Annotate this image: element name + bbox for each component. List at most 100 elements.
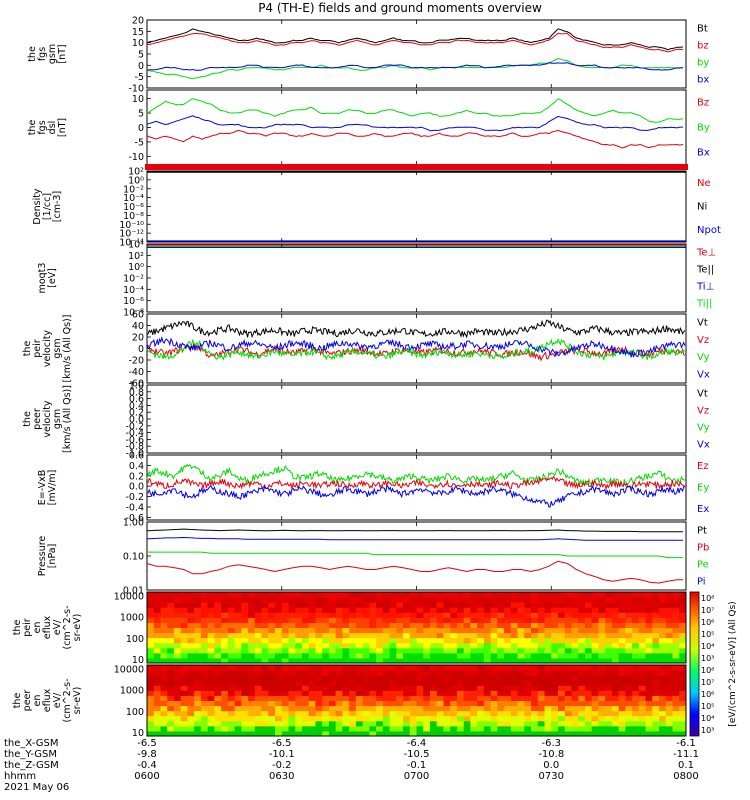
heatmap-cell [571, 627, 579, 634]
heatmap-cell [295, 647, 303, 654]
heatmap-cell [275, 607, 283, 613]
heatmap-cell [362, 592, 370, 598]
heatmap-cell [167, 642, 175, 649]
y-tick-label: 0.2 [129, 471, 144, 482]
heatmap-cell [268, 622, 276, 628]
heatmap-cell [153, 607, 161, 613]
heatmap-cell [342, 637, 350, 644]
y-axis-label: eflux [42, 615, 53, 639]
heatmap-cell [517, 652, 525, 659]
heatmap-cell [382, 607, 391, 613]
heatmap-cell [524, 715, 532, 722]
heatmap-cell [632, 685, 640, 691]
heatmap-cell [490, 632, 498, 639]
heatmap-cell [288, 710, 296, 717]
heatmap-cell [376, 657, 384, 664]
heatmap-cell [551, 720, 559, 727]
heatmap-cell [376, 592, 384, 598]
heatmap-cell [423, 675, 431, 681]
heatmap-cell [477, 685, 485, 691]
heatmap-cell [591, 705, 599, 712]
heatmap-cell [638, 632, 647, 639]
heatmap-cell [578, 647, 586, 654]
heatmap-cell [436, 592, 444, 598]
heatmap-cell [362, 725, 370, 732]
heatmap-cell [679, 632, 687, 639]
heatmap-cell [672, 730, 680, 737]
heatmap-cell [147, 602, 155, 608]
heatmap-cell [672, 690, 680, 696]
heatmap-cell [632, 617, 640, 623]
heatmap-cell [167, 675, 175, 681]
heatmap-cell [389, 607, 397, 613]
heatmap-cell [275, 700, 283, 707]
heatmap-cell [200, 632, 209, 639]
y-tick-label: 0.0 [129, 482, 144, 493]
heatmap-cell [510, 632, 519, 639]
heatmap-cell [281, 612, 289, 618]
heatmap-cell [524, 685, 532, 691]
heatmap-cell [173, 657, 182, 664]
heatmap-cell [301, 680, 310, 686]
heatmap-cell [483, 602, 492, 608]
heatmap-cell [194, 592, 202, 598]
heatmap-cell [578, 597, 586, 603]
heatmap-cell [659, 710, 667, 717]
heatmap-cell [403, 632, 411, 639]
heatmap-cell [665, 675, 674, 681]
heatmap-cell [652, 725, 660, 732]
heatmap-cell [557, 592, 566, 598]
heatmap-cell [504, 642, 512, 649]
heatmap-cell [591, 657, 599, 664]
legend-Ti||: Ti|| [696, 299, 712, 310]
heatmap-cell [423, 695, 431, 701]
heatmap-cell [355, 642, 364, 649]
heatmap-cell [632, 652, 640, 659]
heatmap-cell [349, 710, 357, 717]
heatmap-cell [416, 592, 424, 598]
y-axis-label: the [12, 620, 23, 636]
heatmap-cell [349, 700, 357, 707]
heatmap-cell [409, 642, 417, 649]
heatmap-cell [234, 665, 242, 671]
heatmap-cell [557, 685, 566, 691]
heatmap-cell [409, 730, 417, 737]
heatmap-cell [295, 670, 303, 676]
panel-frame [146, 170, 687, 243]
heatmap-cell [315, 592, 323, 598]
heatmap-cell [288, 730, 296, 737]
heatmap-cell [504, 685, 512, 691]
heatmap-cell [510, 730, 519, 737]
heatmap-cell [315, 597, 323, 603]
heatmap-cell [180, 730, 188, 737]
heatmap-cell [362, 670, 370, 676]
heatmap-cell [248, 670, 256, 676]
heatmap-cell [214, 665, 222, 671]
heatmap-cell [659, 617, 667, 623]
heatmap-cell [497, 607, 505, 613]
heatmap-cell [376, 642, 384, 649]
y-axis-label: (cm^2-s- [62, 606, 73, 650]
heatmap-cell [665, 627, 674, 634]
heatmap-cell [241, 612, 249, 618]
heatmap-cell [396, 710, 404, 717]
heatmap-cell [477, 715, 485, 722]
heatmap-cell [167, 695, 175, 701]
heatmap-cell [645, 690, 653, 696]
heatmap-cell [456, 622, 465, 628]
heatmap-cell [409, 617, 417, 623]
heatmap-cell [557, 690, 566, 696]
heatmap-cell [652, 675, 660, 681]
heatmap-cell [504, 652, 512, 659]
heatmap-cell [221, 617, 229, 623]
y-tick-label: 100 [126, 707, 144, 718]
heatmap-cell [369, 627, 377, 634]
heatmap-cell [598, 710, 606, 717]
heatmap-cell [180, 607, 188, 613]
heatmap-cell [308, 632, 316, 639]
heatmap-cell [180, 680, 188, 686]
heatmap-cell [456, 690, 465, 696]
heatmap-cell [335, 607, 343, 613]
heatmap-cell [456, 617, 465, 623]
heatmap-cell [349, 642, 357, 649]
